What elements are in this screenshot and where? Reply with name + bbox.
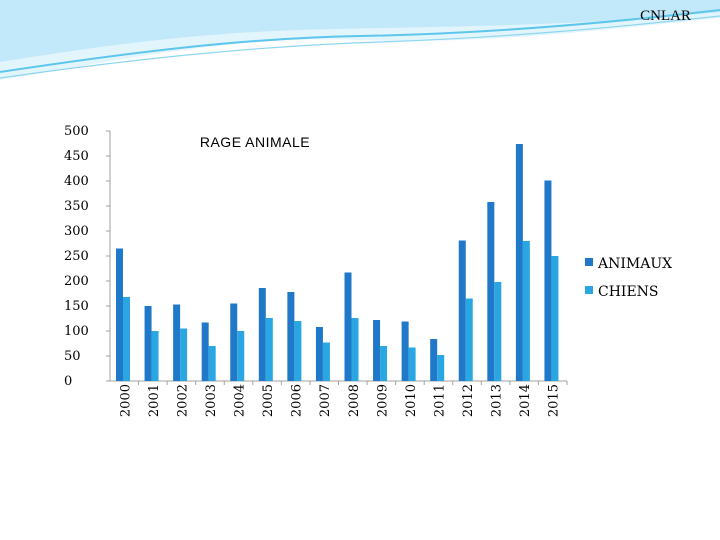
bar-animaux-2010 — [401, 321, 409, 381]
x-tick-label-2002: 2002 — [175, 384, 190, 417]
header-wave-decoration — [0, 0, 720, 80]
legend-swatch-chiens — [585, 286, 593, 294]
y-tick-label: 150 — [64, 299, 89, 314]
x-tick-label-2015: 2015 — [547, 384, 562, 417]
bar-animaux-2006 — [287, 292, 295, 381]
x-tick-label-2013: 2013 — [490, 384, 505, 417]
legend: ANIMAUX CHIENS — [585, 256, 672, 300]
bar-animaux-2001 — [144, 306, 152, 381]
y-tick-label: 0 — [64, 374, 72, 389]
x-tick-label-2014: 2014 — [518, 384, 533, 417]
bar-chiens-2009 — [380, 346, 388, 381]
x-tick-label-2012: 2012 — [461, 384, 476, 417]
legend-label-chiens: CHIENS — [598, 284, 659, 300]
chart-title: RAGE ANIMALE — [200, 134, 310, 150]
x-tick-label-2008: 2008 — [347, 384, 362, 417]
bar-animaux-2004 — [230, 303, 238, 381]
y-tick-label: 400 — [64, 174, 89, 189]
bar-chiens-2014 — [522, 241, 530, 381]
bar-animaux-2013 — [487, 202, 495, 381]
bar-animaux-2005 — [258, 288, 266, 381]
bar-chiens-2001 — [151, 331, 159, 381]
y-tick-label: 300 — [64, 224, 89, 239]
x-tick-label-2006: 2006 — [290, 384, 305, 417]
bar-animaux-2015 — [544, 180, 552, 381]
y-tick-label: 200 — [64, 274, 89, 289]
y-tick-group: 0 50 100 150 200 250 300 350 400 450 500 — [64, 124, 110, 389]
bar-chiens-2003 — [208, 346, 216, 381]
brand-label: CNLAR — [640, 8, 691, 24]
bar-animaux-2012 — [458, 240, 466, 381]
bar-animaux-2009 — [373, 320, 381, 381]
x-tick-label-2005: 2005 — [261, 384, 276, 417]
bar-chiens-2002 — [180, 328, 188, 381]
bar-animaux-2011 — [430, 339, 438, 381]
bar-chiens-2012 — [465, 298, 473, 381]
x-tick-label-2010: 2010 — [404, 384, 419, 417]
bar-group — [116, 144, 559, 381]
bar-animaux-2007 — [315, 327, 323, 381]
x-tick-label-2011: 2011 — [432, 384, 447, 417]
bar-chiens-2005 — [265, 318, 273, 381]
y-tick-label: 250 — [64, 249, 89, 264]
x-tick-label-2004: 2004 — [233, 384, 248, 417]
y-tick-label: 100 — [64, 324, 89, 339]
x-tick-label-2009: 2009 — [375, 384, 390, 417]
bar-chiens-2000 — [123, 297, 130, 381]
x-tick-label-2001: 2001 — [147, 384, 162, 417]
x-tick-label-2007: 2007 — [318, 384, 333, 417]
bar-chiens-2013 — [494, 282, 502, 381]
y-tick-label: 50 — [64, 349, 81, 364]
bar-chiens-2010 — [408, 347, 416, 381]
bar-animaux-2000 — [116, 248, 123, 381]
x-tick-label-2003: 2003 — [204, 384, 219, 417]
x-tick-group: 2000 2001 2002 2003 2004 2005 2006 2007 2008 2009… — [118, 381, 568, 417]
y-tick-label: 500 — [64, 124, 89, 139]
bar-chiens-2008 — [351, 318, 359, 381]
bar-chiens-2011 — [437, 355, 445, 381]
y-tick-label: 350 — [64, 199, 89, 214]
y-tick-label: 450 — [64, 149, 89, 164]
bar-chiens-2006 — [294, 321, 302, 381]
bar-chiens-2004 — [237, 331, 245, 381]
bar-animaux-2002 — [173, 304, 181, 381]
bar-animaux-2014 — [515, 144, 523, 381]
bar-chiens-2015 — [551, 256, 559, 381]
bar-chiens-2007 — [322, 342, 330, 381]
bar-animaux-2008 — [344, 272, 352, 381]
legend-swatch-animaux — [585, 258, 593, 266]
x-tick-label-2000: 2000 — [118, 384, 133, 417]
legend-label-animaux: ANIMAUX — [597, 256, 672, 272]
bar-animaux-2003 — [201, 322, 209, 381]
